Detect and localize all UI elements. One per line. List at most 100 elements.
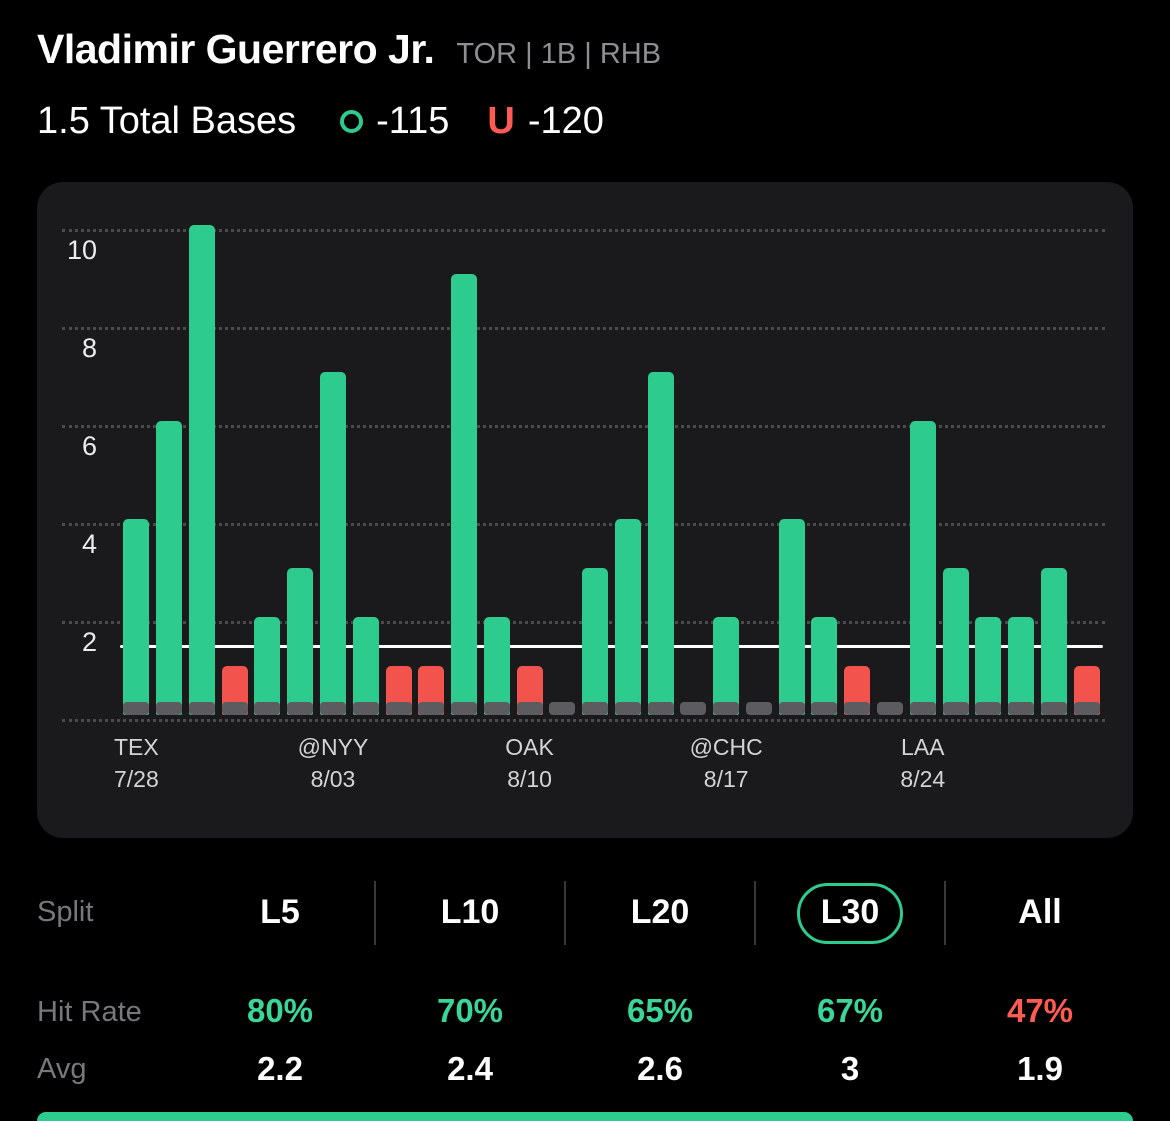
game-bar-base: [942, 702, 969, 715]
game-bar[interactable]: [841, 195, 874, 715]
game-bar-base: [319, 702, 346, 715]
game-bar[interactable]: [579, 195, 612, 715]
game-bar-base: [451, 702, 478, 715]
player-meta: TOR | 1B | RHB: [456, 38, 662, 70]
y-axis-label: 4: [81, 529, 97, 559]
game-bar[interactable]: [939, 195, 972, 715]
column-divider: [564, 881, 566, 945]
hit-rate-value-l5: 80%: [246, 992, 314, 1029]
bar-over: [188, 225, 215, 715]
game-bar[interactable]: [382, 195, 415, 715]
game-bar-base: [975, 702, 1002, 715]
y-axis-label: 2: [81, 627, 97, 657]
column-divider: [944, 881, 946, 945]
game-bar[interactable]: [1005, 195, 1038, 715]
column-divider: [754, 881, 756, 945]
game-bar[interactable]: [349, 195, 382, 715]
under-icon: U: [487, 100, 515, 142]
game-bar[interactable]: [677, 195, 710, 715]
avg-value-l10: 2.4: [447, 1050, 493, 1087]
game-bar[interactable]: [906, 195, 939, 715]
x-axis-label: LAA 8/24: [900, 734, 946, 792]
game-bar[interactable]: [218, 195, 251, 715]
hit-rate-value-l30: 67%: [816, 992, 884, 1029]
bar-over: [582, 568, 609, 715]
game-bar-base: [811, 702, 838, 715]
bar-over: [287, 568, 314, 715]
y-axis-label: 6: [81, 431, 97, 461]
game-bar-base: [221, 702, 248, 715]
game-bar-base: [778, 702, 805, 715]
avg-value-l20: 2.6: [637, 1050, 683, 1087]
bar-over: [811, 617, 838, 715]
bar-over: [156, 421, 183, 715]
over-odds[interactable]: -115: [340, 100, 449, 143]
game-bar[interactable]: [284, 195, 317, 715]
x-axis-label: OAK 8/10: [505, 734, 554, 792]
split-option-label: L20: [630, 892, 690, 931]
game-bar-base: [876, 702, 903, 715]
column-divider: [374, 881, 376, 945]
game-bar[interactable]: [972, 195, 1005, 715]
game-bar[interactable]: [611, 195, 644, 715]
game-bar[interactable]: [251, 195, 284, 715]
game-bar[interactable]: [480, 195, 513, 715]
split-option-label: All: [1018, 892, 1062, 931]
hit-rate-value-l10: 70%: [436, 992, 504, 1029]
split-option-label: L30: [796, 882, 904, 944]
game-bar[interactable]: [1037, 195, 1070, 715]
game-bar-base: [680, 702, 707, 715]
game-bar[interactable]: [644, 195, 677, 715]
chart-card: 2 4 6 8 10 TEX 7/28 @NYY 8/03 OAK 8/10 @CHC 8/17 LAA 8…: [37, 182, 1133, 838]
bar-over: [483, 617, 510, 715]
bar-over: [778, 519, 805, 715]
game-bar[interactable]: [317, 195, 350, 715]
game-bar-base: [647, 702, 674, 715]
gridline: [62, 229, 1105, 232]
header: Vladimir Guerrero Jr. TOR | 1B | RHB: [37, 26, 661, 73]
bar-over: [123, 519, 150, 715]
over-odds-value: -115: [376, 99, 450, 142]
split-option-l30[interactable]: L30: [755, 882, 945, 944]
game-bar[interactable]: [808, 195, 841, 715]
game-bar[interactable]: [120, 195, 153, 715]
gridline: [62, 719, 1105, 722]
game-bar[interactable]: [513, 195, 546, 715]
player-name: Vladimir Guerrero Jr.: [37, 26, 435, 72]
game-bar-base: [287, 702, 314, 715]
game-bar[interactable]: [186, 195, 219, 715]
game-bar[interactable]: [775, 195, 808, 715]
gridline: [62, 327, 1105, 330]
game-bar[interactable]: [710, 195, 743, 715]
game-bar[interactable]: [415, 195, 448, 715]
avg-value-l30: 3: [840, 1050, 860, 1087]
game-bar[interactable]: [874, 195, 907, 715]
hit-rate-value-all: 47%: [1006, 992, 1074, 1029]
game-bar-base: [188, 702, 215, 715]
split-row-label: Split: [37, 896, 94, 928]
split-option-l20[interactable]: L20: [565, 882, 755, 944]
game-bar[interactable]: [1070, 195, 1103, 715]
game-bar[interactable]: [153, 195, 186, 715]
game-bar-base: [385, 702, 412, 715]
y-axis-label: 10: [66, 235, 97, 265]
split-option-l5[interactable]: L5: [185, 882, 375, 944]
under-odds-value: -120: [527, 99, 604, 142]
game-bar-base: [156, 702, 183, 715]
game-bar[interactable]: [448, 195, 481, 715]
game-bar-base: [1073, 702, 1100, 715]
bar-over: [647, 372, 674, 715]
bottom-action-edge[interactable]: [37, 1112, 1133, 1121]
bar-over: [254, 617, 281, 715]
game-bar[interactable]: [546, 195, 579, 715]
game-bar-base: [516, 702, 543, 715]
game-bar-base: [254, 702, 281, 715]
split-option-all[interactable]: All: [945, 882, 1135, 944]
under-odds[interactable]: U -120: [487, 100, 604, 143]
split-option-l10[interactable]: L10: [375, 882, 565, 944]
hit-rate-row-label: Hit Rate: [37, 996, 142, 1028]
game-bar-base: [582, 702, 609, 715]
bar-over: [352, 617, 379, 715]
game-bar[interactable]: [743, 195, 776, 715]
split-option-label: L10: [440, 892, 500, 931]
